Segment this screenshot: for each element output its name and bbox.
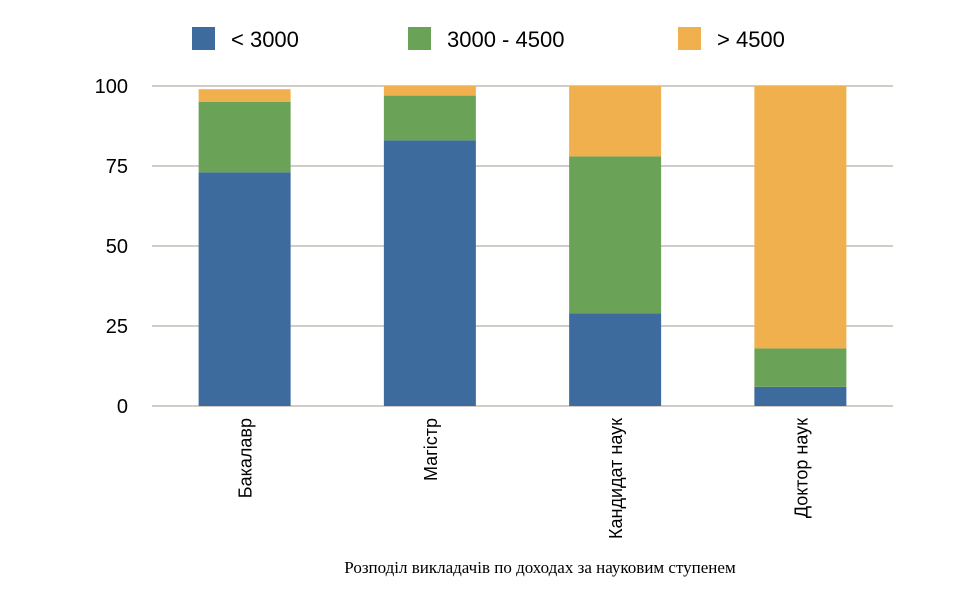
x-axis-title: Розподіл викладачів по доходах за науков… [344,558,736,577]
x-category-label: Бакалавр [236,418,256,498]
y-axis-ticks: 0 25 50 75 100 [95,76,128,418]
y-tick-label: 75 [106,156,128,178]
bar-segment [754,348,847,387]
legend-swatch [678,27,701,50]
y-tick-label: 25 [106,316,128,338]
y-tick-label: 100 [95,76,128,98]
bar-segment [383,95,476,141]
legend-label: > 4500 [717,27,785,52]
legend-swatch [408,27,431,50]
bars [198,86,847,406]
x-category-label: Доктор наук [791,418,811,518]
bar-segment [198,172,291,406]
legend: < 3000 3000 - 4500 > 4500 [192,27,785,52]
bar-segment [569,86,662,157]
x-category-label: Кандидат наук [606,418,626,539]
x-axis-category-labels: Бакалавр Магістр Кандидат наук Доктор наук [236,418,812,539]
bar-segment [754,386,847,406]
legend-label: < 3000 [231,27,299,52]
bar-segment [569,156,662,314]
bar-segment [198,89,291,102]
bar-segment [383,140,476,406]
bar-segment [383,86,476,96]
bar-segment [198,102,291,173]
y-tick-label: 0 [117,396,128,418]
legend-label: 3000 - 4500 [447,27,564,52]
y-tick-label: 50 [106,236,128,258]
bar-segment [754,86,847,349]
legend-swatch [192,27,215,50]
bar-segment [569,313,662,406]
x-category-label: Магістр [421,418,441,481]
